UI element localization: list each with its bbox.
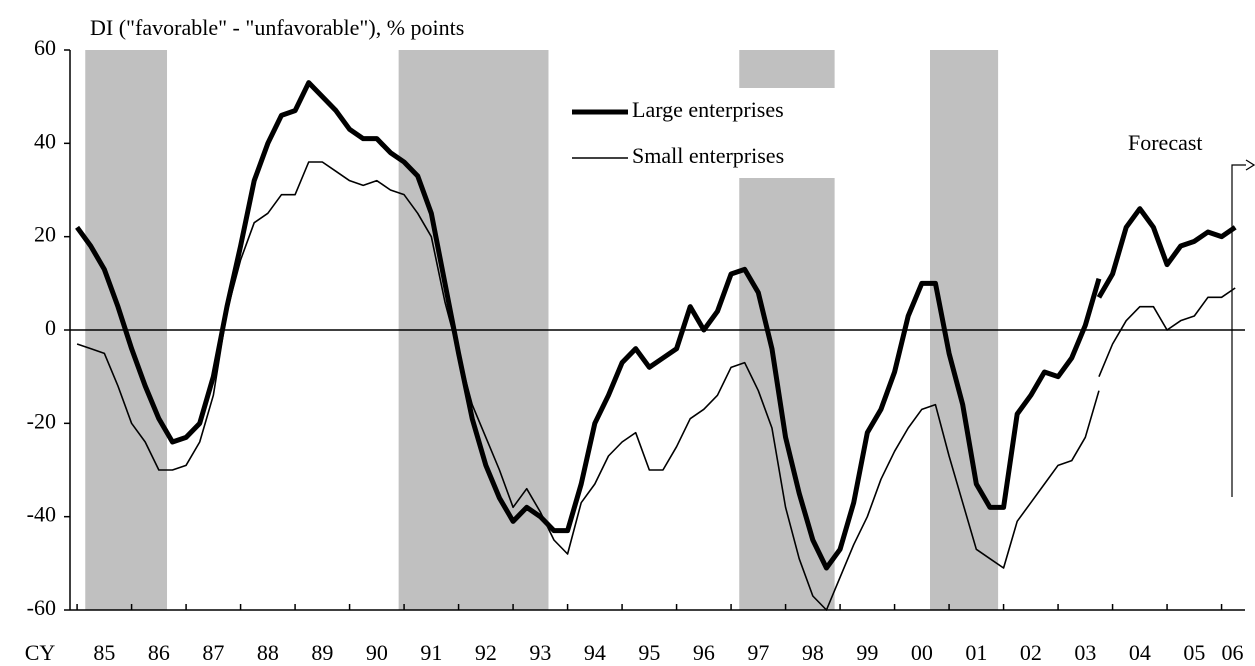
y-tick-label: 40 — [34, 128, 56, 153]
y-axis-label: DI ("favorable" - "unfavorable"), % poin… — [90, 15, 464, 40]
legend-label: Large enterprises — [632, 97, 784, 122]
x-tick-label: 88 — [257, 640, 279, 665]
annotation: Forecast — [1128, 130, 1203, 155]
x-tick-label: 03 — [1074, 640, 1096, 665]
forecast-arrow — [1245, 159, 1255, 171]
x-tick-label: 99 — [856, 640, 878, 665]
y-tick-label: -60 — [27, 595, 56, 620]
x-tick-label: 06 — [1221, 640, 1243, 665]
series-line — [75, 80, 1102, 571]
legend-label: Small enterprises — [632, 143, 784, 168]
x-tick-label: 92 — [475, 640, 497, 665]
x-tick-label: 94 — [584, 640, 606, 665]
x-tick-label: 96 — [693, 640, 715, 665]
forecast-bracket — [1231, 164, 1246, 497]
y-tick-label: -20 — [27, 408, 56, 433]
x-tick-label: 00 — [911, 640, 933, 665]
x-tick-label: 85 — [93, 640, 115, 665]
x-tick-label: 95 — [638, 640, 660, 665]
x-tick-label: 93 — [529, 640, 551, 665]
x-tick-label: 01 — [965, 640, 987, 665]
x-tick-label: 98 — [802, 640, 824, 665]
series-line — [1098, 287, 1236, 377]
x-tick-label: 87 — [202, 640, 224, 665]
y-tick-label: 0 — [45, 315, 56, 340]
series-line — [1096, 206, 1237, 299]
x-tick-label: 86 — [148, 640, 170, 665]
series-line — [76, 161, 1100, 611]
x-tick-label: 05 — [1183, 640, 1205, 665]
x-tick-label: 97 — [747, 640, 769, 665]
y-tick-label: 60 — [34, 35, 56, 60]
legend-box — [560, 88, 842, 178]
y-tick-label: 20 — [34, 222, 56, 247]
x-tick-label: 90 — [366, 640, 388, 665]
x-tick-label: 89 — [311, 640, 333, 665]
x-tick-label: 02 — [1020, 640, 1042, 665]
x-prefix: CY — [25, 640, 56, 665]
x-tick-label: 91 — [420, 640, 442, 665]
y-tick-label: -40 — [27, 502, 56, 527]
x-tick-label: 04 — [1129, 640, 1151, 665]
